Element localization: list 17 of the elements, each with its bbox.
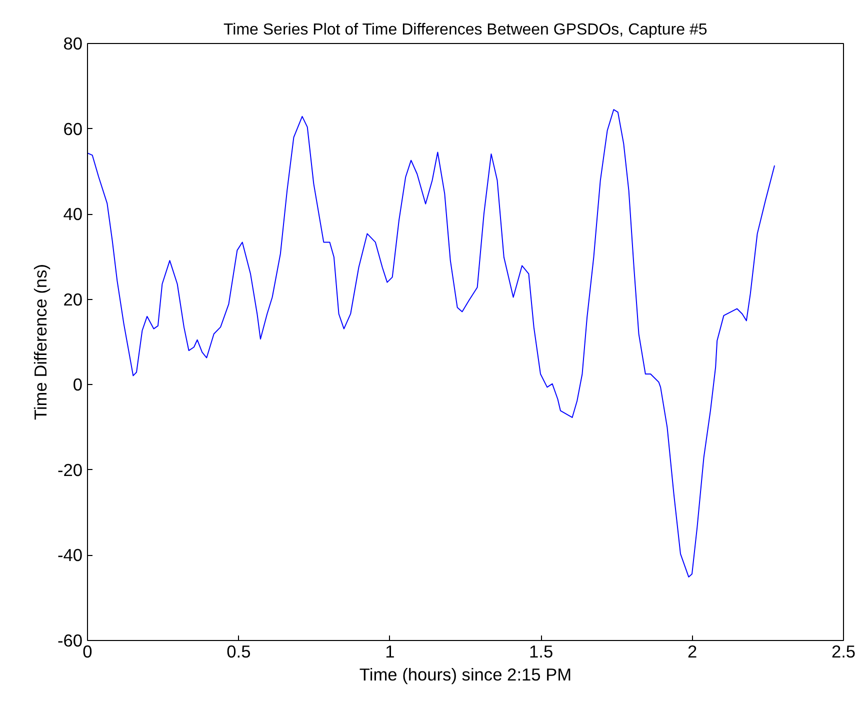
y-axis-title: Time Difference (ns) xyxy=(30,264,50,420)
y-tick-label: 20 xyxy=(63,289,83,310)
line-series xyxy=(88,109,776,578)
y-tick-label: 40 xyxy=(63,204,83,224)
y-tick-label: -60 xyxy=(57,630,82,650)
x-tick-label: 2 xyxy=(687,642,698,662)
x-tick-label: 0.5 xyxy=(226,642,251,662)
chart-title: Time Series Plot of Time Differences Between GPSDOs, Capture #5 xyxy=(223,22,708,38)
y-tick-label: 60 xyxy=(63,118,83,139)
y-tick-label: 80 xyxy=(63,34,83,54)
y-tick-label: -20 xyxy=(57,460,82,480)
x-tick-label: 1.5 xyxy=(529,642,554,662)
x-tick-label: 1 xyxy=(385,642,395,662)
x-tick-label: 2.5 xyxy=(831,642,856,662)
x-axis-title: Time (hours) since 2:15 PM xyxy=(359,664,572,684)
y-tick-label: 0 xyxy=(72,374,83,395)
y-tick-label: -40 xyxy=(57,545,82,566)
